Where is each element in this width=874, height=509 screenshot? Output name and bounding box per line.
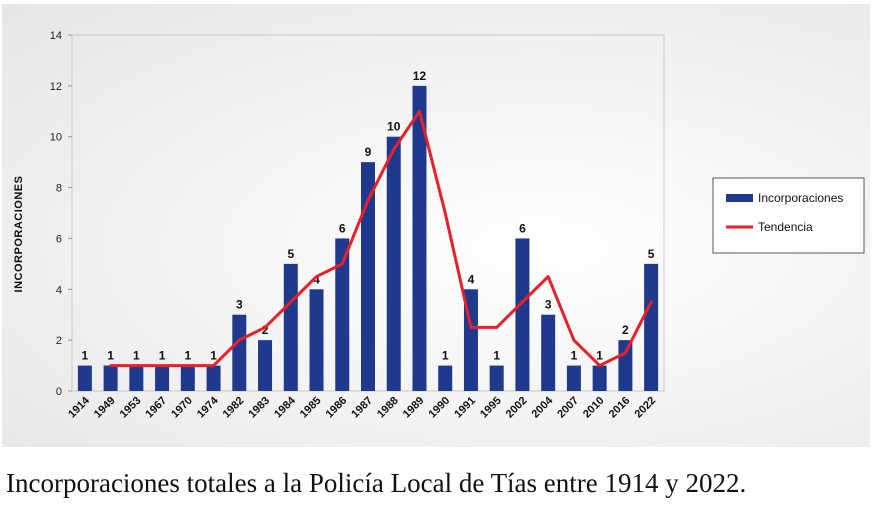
x-tick-label: 1995 [478,395,504,421]
bar-value-label: 6 [519,221,526,235]
bar [309,289,324,391]
y-tick-label: 12 [50,81,62,93]
bar-value-label: 1 [571,349,578,363]
bar-value-label: 6 [339,221,346,235]
bar [541,314,556,391]
legend-box [712,177,865,254]
bar-value-label: 5 [287,247,294,261]
trend-line [109,109,653,368]
x-tick-label: 1989 [401,395,427,421]
bar-value-label: 10 [387,120,401,134]
x-tick-label: 2007 [555,395,581,421]
y-tick-label: 2 [56,335,62,347]
bar [644,263,659,391]
x-tick-label: 1988 [375,395,401,421]
figure-caption: Incorporaciones totales a la Policía Loc… [6,468,747,498]
bar-value-label: 1 [442,349,449,363]
bar-value-label: 3 [545,298,552,312]
bar-value-label: 1 [184,349,191,363]
x-tick-label: 2016 [607,395,633,421]
bar-value-label: 1 [82,349,89,363]
bar [489,365,504,391]
x-tick-label: 1987 [349,395,375,421]
bar [77,365,92,391]
bar [386,136,401,391]
bar [206,365,221,391]
x-tick-label: 1970 [169,395,195,421]
bar-value-label: 1 [493,349,500,363]
y-tick-label: 0 [56,386,62,398]
y-axis: 0 2 4 6 8 10 12 14 [50,30,72,398]
y-tick-label: 6 [56,233,62,245]
x-tick-label: 1986 [324,395,350,421]
y-tick-label: 4 [56,284,62,296]
bar-value-label: 12 [413,69,427,83]
x-tick-label: 2022 [632,395,658,421]
bar-value-label: 1 [210,349,217,363]
x-tick-label: 1984 [272,394,298,420]
x-tick-label: 2010 [581,395,607,421]
bar [335,238,350,391]
chart-panel: 0 2 4 6 8 10 12 14 1914 1949 1953 1967 1970 1974 1982… [2,4,870,447]
x-tick-label: 1991 [452,395,478,421]
x-tick-label: 2004 [529,394,555,420]
y-tick-label: 10 [50,132,62,144]
legend-label-tendencia: Tendencia [758,220,813,234]
bar-value-label: 1 [107,349,114,363]
bar-value-label: 1 [159,349,166,363]
bar [618,340,633,391]
x-tick-label: 1982 [221,395,247,421]
legend: Incorporaciones Tendencia [712,177,865,254]
x-tick-label: 1983 [246,395,272,421]
bar [592,365,607,391]
bar [155,365,170,391]
x-tick-label: 1974 [195,394,221,420]
bar-value-label: 5 [648,247,655,261]
bar [283,263,298,391]
bar-series [77,85,659,391]
x-tick-label: 1949 [92,395,118,421]
bar-value-label: 2 [622,323,629,337]
bar-value-label: 1 [596,349,603,363]
bar-value-label: 4 [468,272,475,286]
bar [258,340,273,391]
x-tick-label: 1914 [66,394,92,420]
bar-value-label: 1 [133,349,140,363]
bar-value-label: 9 [365,145,372,159]
legend-swatch-incorporaciones [726,194,753,202]
bar [103,365,118,391]
bar [515,238,530,391]
y-tick-label: 8 [56,183,62,195]
bar [361,162,375,391]
bar-value-label: 2 [262,323,269,337]
bar [180,365,195,391]
y-tick-label: 14 [50,30,62,42]
x-tick-label: 1953 [118,395,144,421]
trend-series [109,109,653,368]
bar [438,365,453,391]
x-axis: 1914 1949 1953 1967 1970 1974 1982 1983 1984 1985… [66,394,658,420]
x-tick-label: 1985 [298,395,324,421]
bar-value-label: 3 [236,298,243,312]
x-tick-label: 1990 [427,395,453,421]
y-axis-title: INCORPORACIONES [13,176,25,293]
bar [412,85,427,391]
legend-label-incorporaciones: Incorporaciones [758,191,843,205]
x-tick-label: 1967 [143,395,169,421]
bar-value-label: 4 [313,272,320,286]
bar [566,365,581,391]
x-tick-label: 2002 [504,395,530,421]
bar [232,314,247,391]
bar [129,365,144,391]
